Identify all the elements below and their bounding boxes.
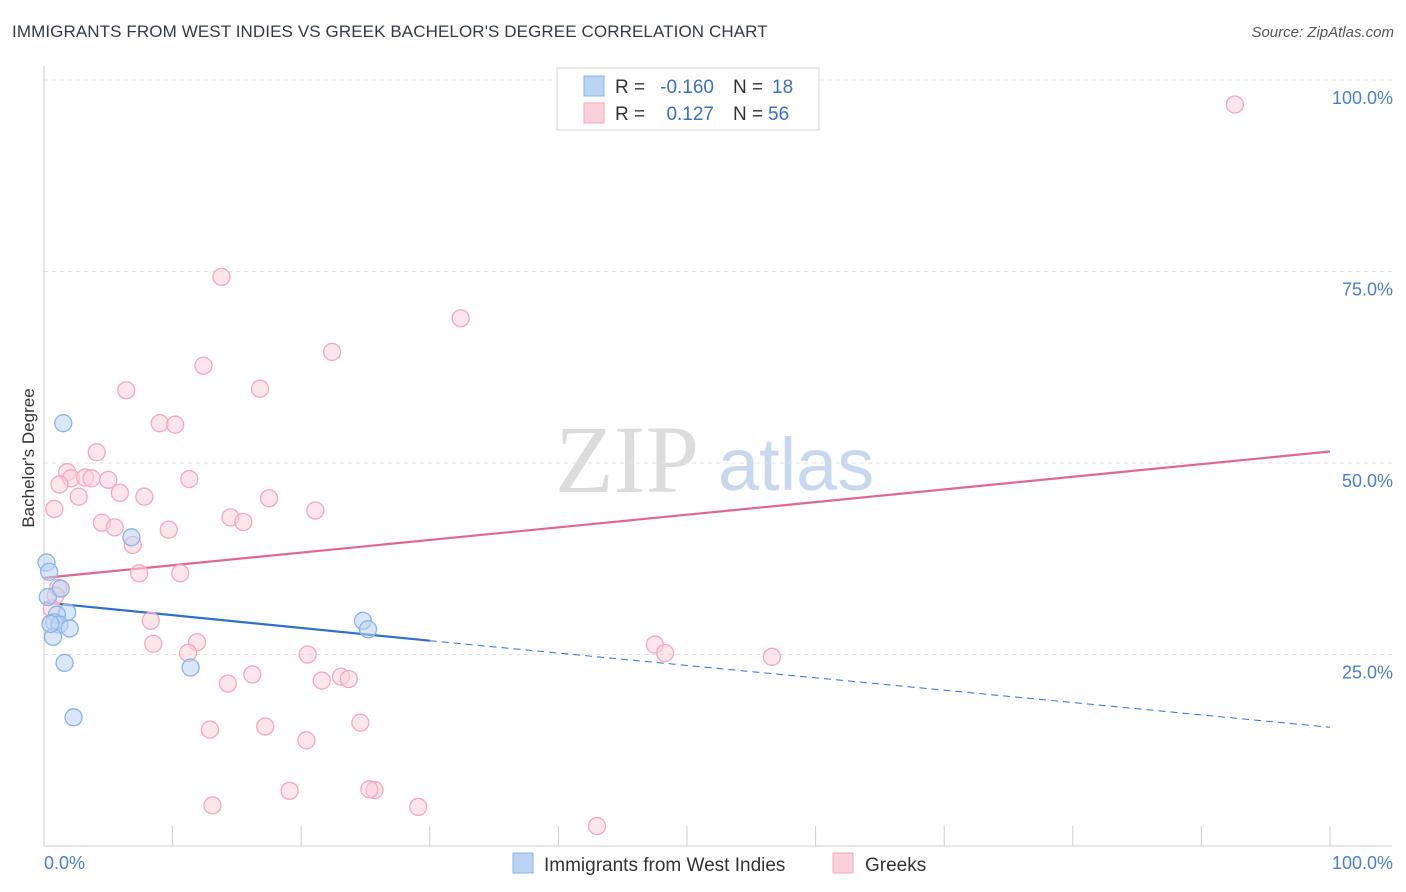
point-greeks-50: [297, 731, 316, 750]
point-greeks-2: [212, 267, 231, 287]
point-greeks-23: [306, 501, 325, 520]
legend-swatch-west-indies: [583, 75, 605, 97]
point-greeks-19: [135, 487, 154, 506]
y-axis-label: Bachelor's Degree: [19, 388, 38, 527]
trend-line-west-indies-extension: [429, 640, 1331, 728]
point-west-indies-2: [38, 587, 58, 607]
point-greeks-5: [194, 356, 213, 375]
point-greeks-34: [141, 611, 160, 630]
point-greeks-45: [655, 643, 675, 663]
point-greeks-22: [45, 499, 64, 519]
y-tick-label-25: 25.0%: [1342, 663, 1393, 683]
legend-n-value-2: 56: [768, 104, 789, 125]
point-greeks-27: [105, 518, 124, 537]
x-tick-max: 100.0%: [1332, 853, 1393, 873]
point-greeks-8: [150, 414, 169, 433]
legend-n-value-1: 18: [772, 77, 793, 98]
watermark-atlas: atlas: [718, 423, 874, 506]
point-greeks-3: [451, 309, 470, 328]
point-greeks-10: [87, 443, 106, 462]
point-greeks-4: [322, 342, 342, 362]
point-west-indies-11: [55, 653, 74, 673]
legend-n-label-1: N =: [733, 77, 763, 98]
point-west-indies-13: [122, 528, 141, 547]
point-greeks-51: [203, 796, 222, 815]
point-greeks-20: [69, 487, 88, 506]
point-west-indies-4: [54, 414, 73, 433]
point-west-indies-9: [60, 619, 79, 638]
legend-r-label-1: R =: [615, 77, 645, 98]
bottom-legend-label-greeks: Greeks: [865, 855, 926, 876]
point-greeks-42: [339, 669, 358, 689]
point-greeks-40: [312, 671, 331, 690]
point-west-indies-1: [39, 562, 59, 581]
legend-r-value-2: 0.127: [666, 104, 714, 125]
point-greeks-54: [360, 780, 379, 799]
legend-n-label-2: N =: [733, 104, 763, 125]
point-west-indies-17: [41, 614, 60, 634]
source-label: Source: ZipAtlas.com: [1251, 24, 1394, 41]
point-greeks-21: [259, 489, 279, 508]
gridlines: [44, 79, 1392, 655]
bottom-legend-swatch-greeks: [832, 852, 854, 874]
point-greeks-55: [409, 797, 428, 817]
point-greeks-7: [250, 379, 270, 398]
bottom-legend-label-west-indies: Immigrants from West Indies: [544, 855, 785, 876]
y-tick-labels: 25.0% 50.0% 75.0% 100.0%: [1332, 88, 1393, 683]
point-greeks-1: [1225, 95, 1244, 114]
x-tick-min: 0.0%: [44, 853, 85, 873]
point-west-indies-3: [51, 579, 70, 598]
point-greeks-9: [166, 415, 185, 434]
point-greeks-16: [180, 469, 199, 489]
point-greeks-43: [218, 674, 238, 693]
point-greeks-17: [50, 475, 69, 494]
point-west-indies-14: [181, 658, 200, 677]
point-greeks-39: [243, 665, 262, 684]
watermark-zip: ZIP: [555, 406, 699, 513]
point-west-indies-12: [64, 708, 83, 727]
point-greeks-28: [159, 520, 178, 539]
point-greeks-15: [99, 470, 118, 490]
point-greeks-14: [82, 469, 101, 488]
y-tick-label-50: 50.0%: [1342, 471, 1393, 491]
chart-title: IMMIGRANTS FROM WEST INDIES VS GREEK BAC…: [12, 22, 768, 41]
y-tick-label-75: 75.0%: [1342, 280, 1393, 300]
point-greeks-48: [256, 717, 275, 736]
point-greeks-46: [762, 647, 782, 666]
point-greeks-47: [200, 720, 220, 739]
axes: [43, 66, 1392, 847]
point-west-indies-16: [358, 620, 378, 639]
point-greeks-6: [117, 381, 136, 400]
point-greeks-35: [144, 634, 163, 653]
series-legend: Immigrants from West Indies Greeks: [512, 852, 926, 876]
legend-r-value-1: -0.160: [660, 77, 714, 98]
point-greeks-31: [171, 564, 190, 583]
point-greeks-52: [280, 781, 299, 800]
correlation-legend: R = -0.160 N = 18 R = 0.127 N = 56: [556, 67, 820, 131]
legend-r-label-2: R =: [615, 104, 645, 125]
point-greeks-56: [587, 816, 607, 836]
point-greeks-49: [351, 713, 370, 732]
point-greeks-30: [130, 564, 149, 583]
point-greeks-18: [110, 483, 130, 503]
bottom-legend-swatch-west-indies: [512, 852, 534, 874]
legend-swatch-greeks: [583, 102, 605, 124]
point-greeks-38: [298, 645, 317, 664]
point-greeks-25: [234, 512, 253, 532]
y-tick-label-100: 100.0%: [1332, 88, 1393, 108]
trend-line-greeks: [43, 450, 1331, 579]
